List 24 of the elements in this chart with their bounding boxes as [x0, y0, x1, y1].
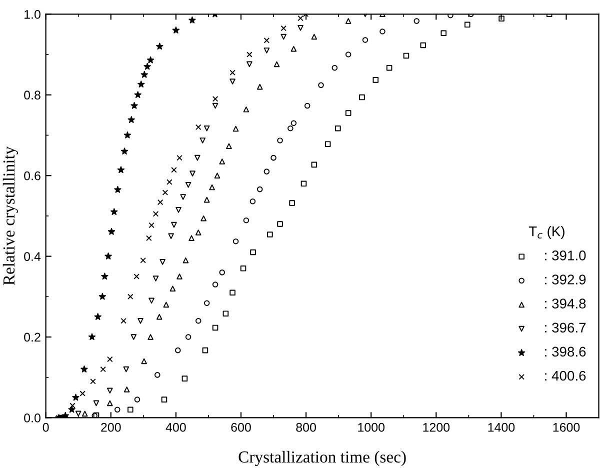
legend-label: : 394.8 — [545, 298, 586, 309]
y-tick-label: 1.0 — [24, 10, 40, 19]
x-tick-label: 400 — [166, 422, 186, 432]
x-tick-label: 1600 — [553, 422, 580, 432]
legend-label: : 392.9 — [545, 274, 586, 284]
legend-label: : 398.6 — [545, 346, 586, 357]
legend-label: : 400.6 — [545, 370, 586, 381]
y-tick-label: 0.4 — [24, 252, 41, 261]
y-tick-label: 0.6 — [24, 171, 40, 180]
x-axis-title: Crystallization time (sec) — [238, 450, 406, 466]
x-tick-label: 0 — [42, 422, 49, 432]
y-tick-label: 0.8 — [24, 90, 40, 100]
x-tick-label: 800 — [296, 422, 316, 432]
legend-label: : 396.7 — [545, 322, 586, 333]
y-axis-title: Relative crystallinity — [2, 146, 18, 286]
y-tick-label: 0.0 — [24, 414, 40, 422]
x-tick-label: 1200 — [423, 422, 450, 432]
x-tick-label: 1400 — [488, 422, 515, 432]
x-tick-label: 200 — [101, 422, 121, 432]
x-tick-label: 1000 — [358, 422, 385, 432]
legend-label: : 391.0 — [545, 250, 586, 260]
legend-title: T$_{c}$ (K) — [528, 226, 564, 239]
y-tick-label: 0.2 — [24, 332, 40, 342]
x-tick-label: 600 — [231, 422, 251, 432]
